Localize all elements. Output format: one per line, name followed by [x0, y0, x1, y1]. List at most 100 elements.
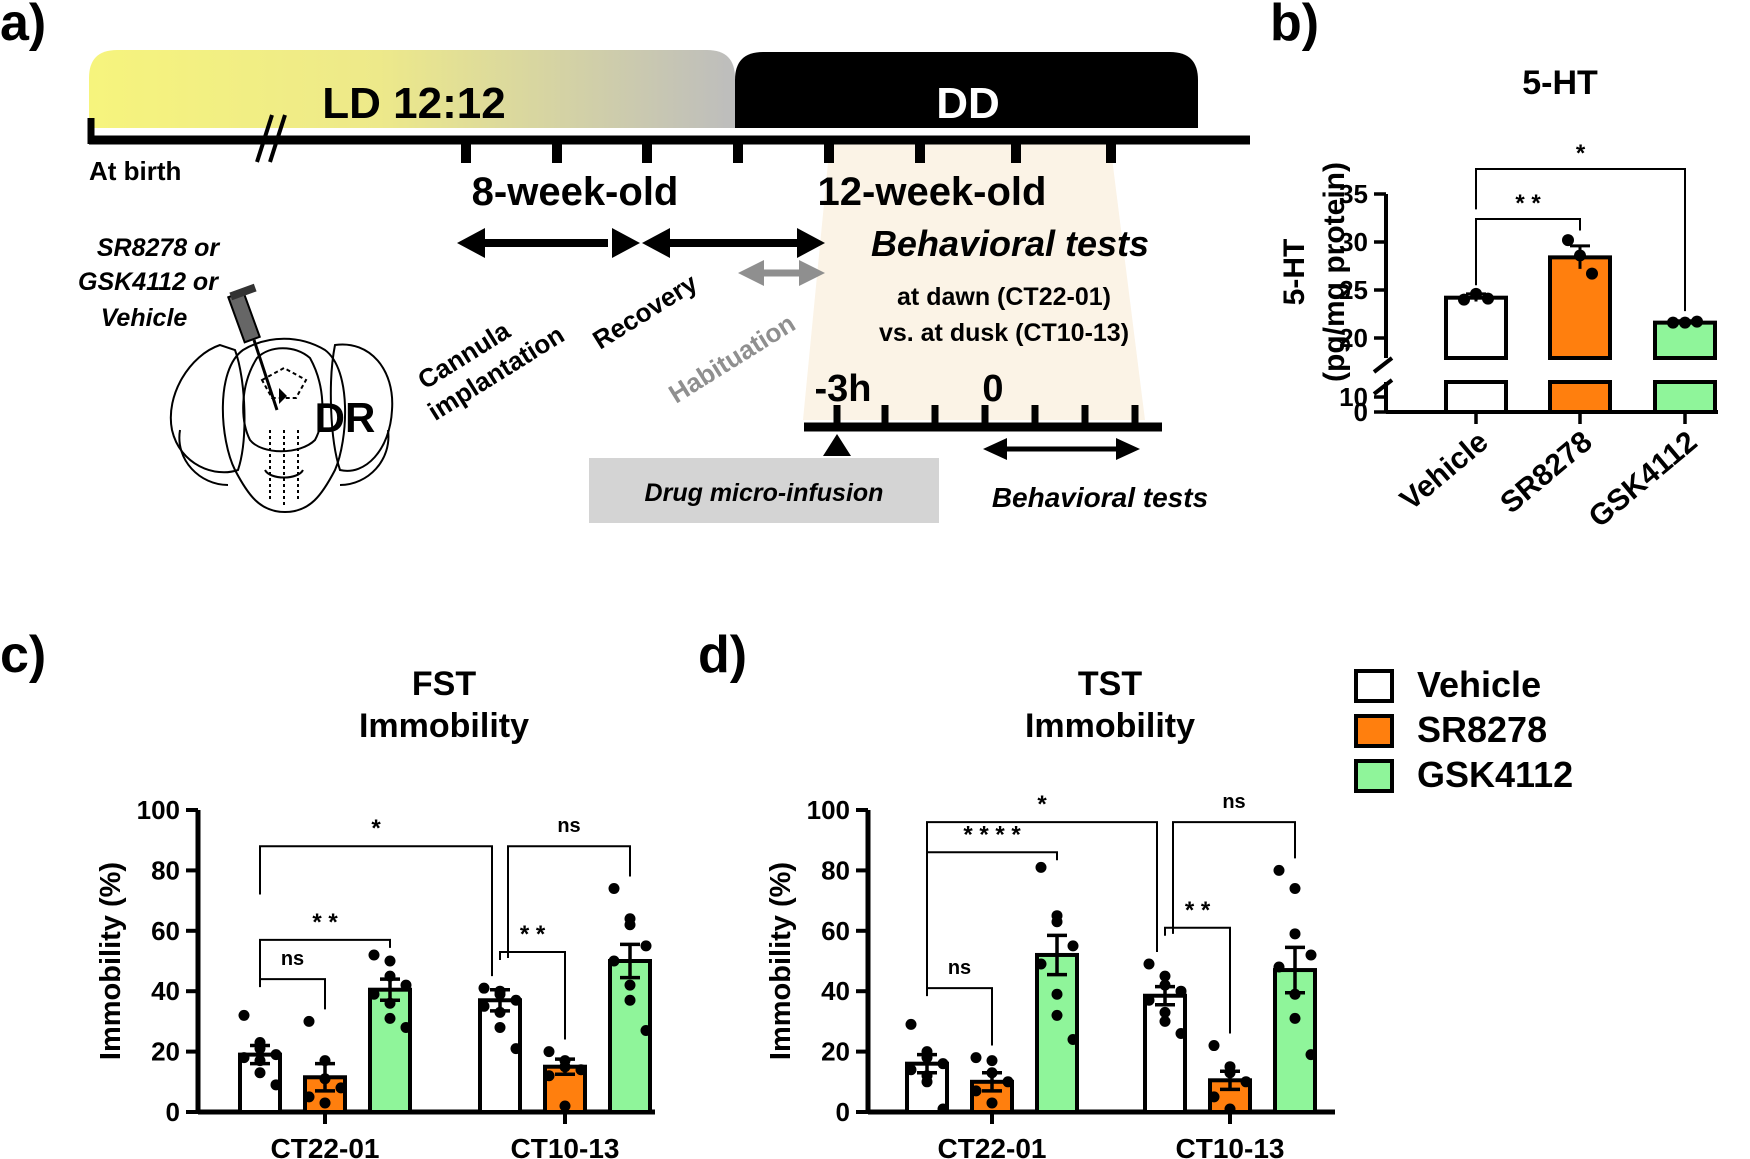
data-point [270, 1079, 282, 1091]
brain-section-illustration [169, 337, 394, 514]
data-point [384, 997, 396, 1009]
chart-title: 5-HT [1522, 64, 1598, 102]
y-tick-label: 80 [821, 855, 850, 885]
chart-title-line-1: FST [412, 665, 476, 703]
dawn-label: at dawn (CT22-01) [897, 283, 1111, 311]
data-point [624, 979, 636, 991]
data-point [368, 949, 380, 961]
data-point [1067, 940, 1079, 952]
data-point [905, 1064, 917, 1076]
x-tick-label-gsk4112: GSK4112 [1583, 425, 1704, 534]
data-point [1035, 958, 1047, 970]
x-tick-label-ct10-13: CT10-13 [1176, 1133, 1285, 1159]
habituation-label: Habituation [663, 308, 800, 409]
data-point [1240, 1076, 1252, 1088]
data-point [1305, 949, 1317, 961]
ld-period-bar [89, 50, 735, 128]
axis-break-mark [1372, 356, 1394, 374]
data-point [1586, 267, 1598, 280]
data-point [1051, 916, 1063, 928]
bar-lower-gsk4112 [1653, 380, 1717, 414]
dusk-label: vs. at dusk (CT10-13) [879, 319, 1129, 347]
y-tick-label: 20 [1339, 323, 1368, 353]
dd-label: DD [936, 79, 1000, 128]
x-tick-label-sr8278: SR8278 [1494, 425, 1598, 520]
data-point [254, 1043, 266, 1055]
y-tick-label: 35 [1339, 179, 1368, 209]
significance-bracket [1475, 168, 1686, 312]
legend-item-gsk4112: GSK4112 [1354, 754, 1573, 795]
y-tick-label: 0 [166, 1097, 180, 1127]
data-point [575, 1064, 587, 1076]
data-point [1289, 928, 1301, 940]
data-point [494, 1021, 506, 1033]
chart-d-tst: TST Immobility Immobility (%) 0 20 40 60 80 100 C… [765, 665, 1335, 1159]
data-point [319, 1073, 331, 1085]
legend-item-vehicle: Vehicle [1354, 664, 1541, 705]
legend-label-vehicle: Vehicle [1417, 664, 1541, 705]
data-point [303, 1091, 315, 1103]
data-point [905, 1018, 917, 1030]
significance-bracket [926, 821, 1158, 952]
drug-line-2: GSK4112 or [78, 268, 219, 296]
y-tick-label: 80 [151, 855, 180, 885]
infusion-marker-icon [823, 434, 851, 456]
habituation-arrow [738, 260, 825, 286]
timeline-ticks [461, 140, 1116, 163]
data-point [400, 979, 412, 991]
data-point [1035, 861, 1047, 873]
legend: Vehicle SR8278 GSK4112 [1354, 664, 1573, 795]
legend-swatch-sr8278 [1354, 714, 1394, 748]
bar-gsk4112-ct22-01 [1035, 952, 1079, 1115]
bar-gsk4112-ct22-01 [368, 987, 412, 1114]
data-point [1289, 988, 1301, 1000]
data-point [478, 1000, 490, 1012]
bar-lower-vehicle [1444, 380, 1508, 414]
x-tick-label-ct22-01: CT22-01 [938, 1133, 1047, 1159]
data-point [1175, 1027, 1187, 1039]
legend-swatch-gsk4112 [1354, 759, 1394, 793]
data-point [510, 1043, 522, 1055]
data-point [608, 955, 620, 967]
data-point [1159, 1015, 1171, 1027]
cannula-arrow [457, 228, 640, 258]
chart-title-line-1: TST [1078, 665, 1142, 703]
panel-a-label: a) [0, 0, 46, 52]
data-point [970, 1085, 982, 1097]
significance-bracket [1164, 926, 1231, 1034]
drug-infusion-box [589, 458, 939, 523]
data-point [640, 940, 652, 952]
significance-label: * [371, 815, 381, 842]
data-point [921, 1076, 933, 1088]
data-point [624, 919, 636, 931]
panel-b-label: b) [1270, 0, 1319, 52]
ld-label: LD 12:12 [322, 79, 505, 128]
y-tick-label: 25 [1339, 275, 1368, 305]
data-point [1224, 1067, 1236, 1079]
data-point [937, 1058, 949, 1070]
data-point [1224, 1103, 1236, 1115]
data-point [986, 1067, 998, 1079]
legend-label-sr8278: SR8278 [1417, 709, 1547, 750]
data-point [1273, 961, 1285, 973]
data-point [368, 988, 380, 1000]
at-birth-label: At birth [89, 156, 181, 186]
data-point [270, 1049, 282, 1061]
data-point [238, 1052, 250, 1064]
data-point [608, 883, 620, 895]
y-tick-label: 60 [151, 916, 180, 946]
data-point [1667, 316, 1679, 329]
data-point [1143, 994, 1155, 1006]
data-point [1208, 1091, 1220, 1103]
significance-bracket [1172, 821, 1296, 934]
syringe-icon [226, 283, 287, 411]
data-point [335, 1082, 347, 1094]
y-tick-label: 40 [821, 976, 850, 1006]
y-tick-label: 40 [151, 976, 180, 1006]
data-point [303, 1015, 315, 1027]
data-point [559, 1100, 571, 1112]
significance-bracket [1475, 217, 1581, 286]
recovery-label: Recovery [587, 267, 703, 355]
dr-label: DR [315, 394, 376, 441]
